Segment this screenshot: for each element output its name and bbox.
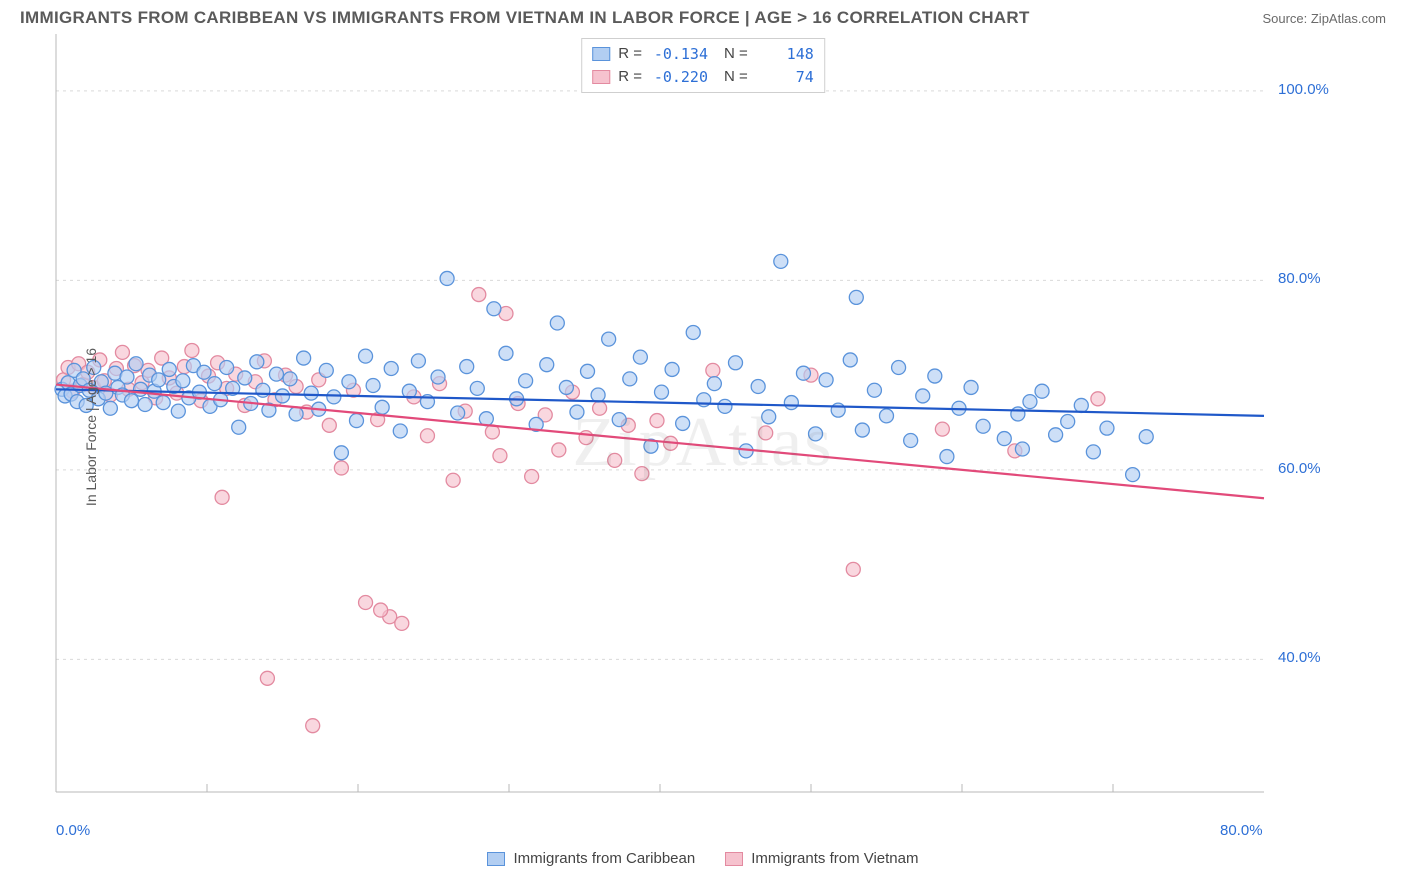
chart-source: Source: ZipAtlas.com [1262, 11, 1386, 26]
y-tick-label: 100.0% [1278, 81, 1329, 98]
correlation-legend: R = -0.134 N = 148 R = -0.220 N = 74 [581, 38, 825, 93]
legend-label-caribbean: Immigrants from Caribbean [513, 850, 695, 867]
x-tick-label: 0.0% [56, 822, 90, 839]
chart-title: IMMIGRANTS FROM CARIBBEAN VS IMMIGRANTS … [20, 8, 1030, 28]
scatter-chart-svg [20, 32, 1350, 822]
legend-row-caribbean: R = -0.134 N = 148 [592, 43, 814, 66]
chart-area: In Labor Force | Age > 16 ZipAtlas R = -… [20, 32, 1386, 822]
x-tick-labels: 0.0% 80.0% [20, 822, 1350, 844]
legend-swatch-vietnam [592, 70, 610, 84]
legend-R-value-caribbean: -0.134 [650, 43, 708, 66]
legend-swatch-caribbean [592, 47, 610, 61]
legend-swatch-caribbean [487, 852, 505, 866]
x-tick-label: 80.0% [1220, 822, 1263, 839]
legend-swatch-vietnam [725, 852, 743, 866]
legend-N-value-vietnam: 74 [756, 66, 814, 89]
y-tick-label: 40.0% [1278, 649, 1321, 666]
legend-item-vietnam: Immigrants from Vietnam [725, 850, 918, 867]
chart-header: IMMIGRANTS FROM CARIBBEAN VS IMMIGRANTS … [0, 0, 1406, 32]
series-legend: Immigrants from Caribbean Immigrants fro… [0, 844, 1406, 867]
legend-N-label: N = [724, 66, 748, 89]
legend-row-vietnam: R = -0.220 N = 74 [592, 66, 814, 89]
legend-R-value-vietnam: -0.220 [650, 66, 708, 89]
y-tick-label: 80.0% [1278, 270, 1321, 287]
legend-R-label: R = [618, 66, 642, 89]
legend-R-label: R = [618, 43, 642, 66]
y-tick-label: 60.0% [1278, 460, 1321, 477]
legend-N-value-caribbean: 148 [756, 43, 814, 66]
legend-item-caribbean: Immigrants from Caribbean [487, 850, 695, 867]
legend-N-label: N = [724, 43, 748, 66]
legend-label-vietnam: Immigrants from Vietnam [751, 850, 918, 867]
y-axis-label: In Labor Force | Age > 16 [83, 348, 99, 506]
